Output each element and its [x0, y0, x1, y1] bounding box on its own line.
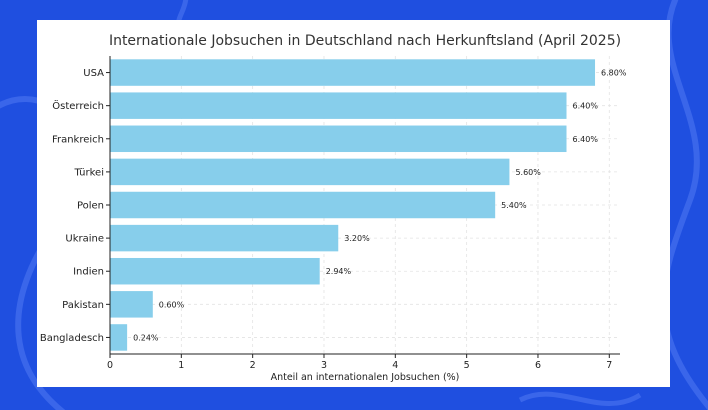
bar-pakistan	[110, 291, 153, 318]
category-label: Ukraine	[65, 234, 104, 245]
bar-chart: Internationale Jobsuchen in Deutschland …	[40, 33, 627, 383]
category-label: Österreich	[52, 99, 104, 112]
x-tick-label: 0	[107, 360, 113, 371]
bar-indien	[110, 257, 320, 285]
bar-frankreich	[110, 125, 567, 153]
x-tick-label: 6	[535, 360, 541, 371]
x-tick-label: 7	[606, 360, 612, 371]
value-label: 6.40%	[573, 102, 599, 111]
x-tick-label: 4	[392, 360, 398, 371]
value-label: 0.24%	[133, 333, 159, 342]
x-tick-label: 5	[464, 360, 470, 371]
category-label: Pakistan	[62, 300, 104, 311]
value-label: 5.60%	[515, 168, 541, 177]
bar-österreich	[110, 92, 567, 119]
value-label: 6.80%	[601, 69, 627, 78]
value-label: 5.40%	[501, 201, 527, 210]
value-label: 3.20%	[344, 234, 370, 243]
category-label: Frankreich	[52, 134, 104, 145]
x-tick-label: 3	[321, 360, 327, 371]
value-label: 0.60%	[159, 300, 185, 309]
category-label: USA	[83, 68, 104, 79]
bar-usa	[110, 59, 596, 86]
bar-polen	[110, 191, 496, 219]
x-tick-label: 2	[250, 360, 256, 371]
category-label: Polen	[77, 201, 104, 212]
chart-card: Internationale Jobsuchen in Deutschland …	[37, 20, 670, 387]
x-tick-label: 1	[178, 360, 184, 371]
bar-ukraine	[110, 224, 339, 252]
bar-bangladesch	[110, 324, 128, 351]
category-label: Indien	[73, 267, 104, 278]
value-label: 6.40%	[573, 135, 599, 144]
bar-türkei	[110, 158, 510, 186]
category-label: Türkei	[73, 167, 104, 178]
value-label: 2.94%	[326, 267, 352, 276]
chart-title: Internationale Jobsuchen in Deutschland …	[109, 33, 621, 49]
x-axis-label: Anteil an internationalen Jobsuchen (%)	[271, 372, 460, 383]
category-label: Bangladesch	[40, 333, 104, 344]
